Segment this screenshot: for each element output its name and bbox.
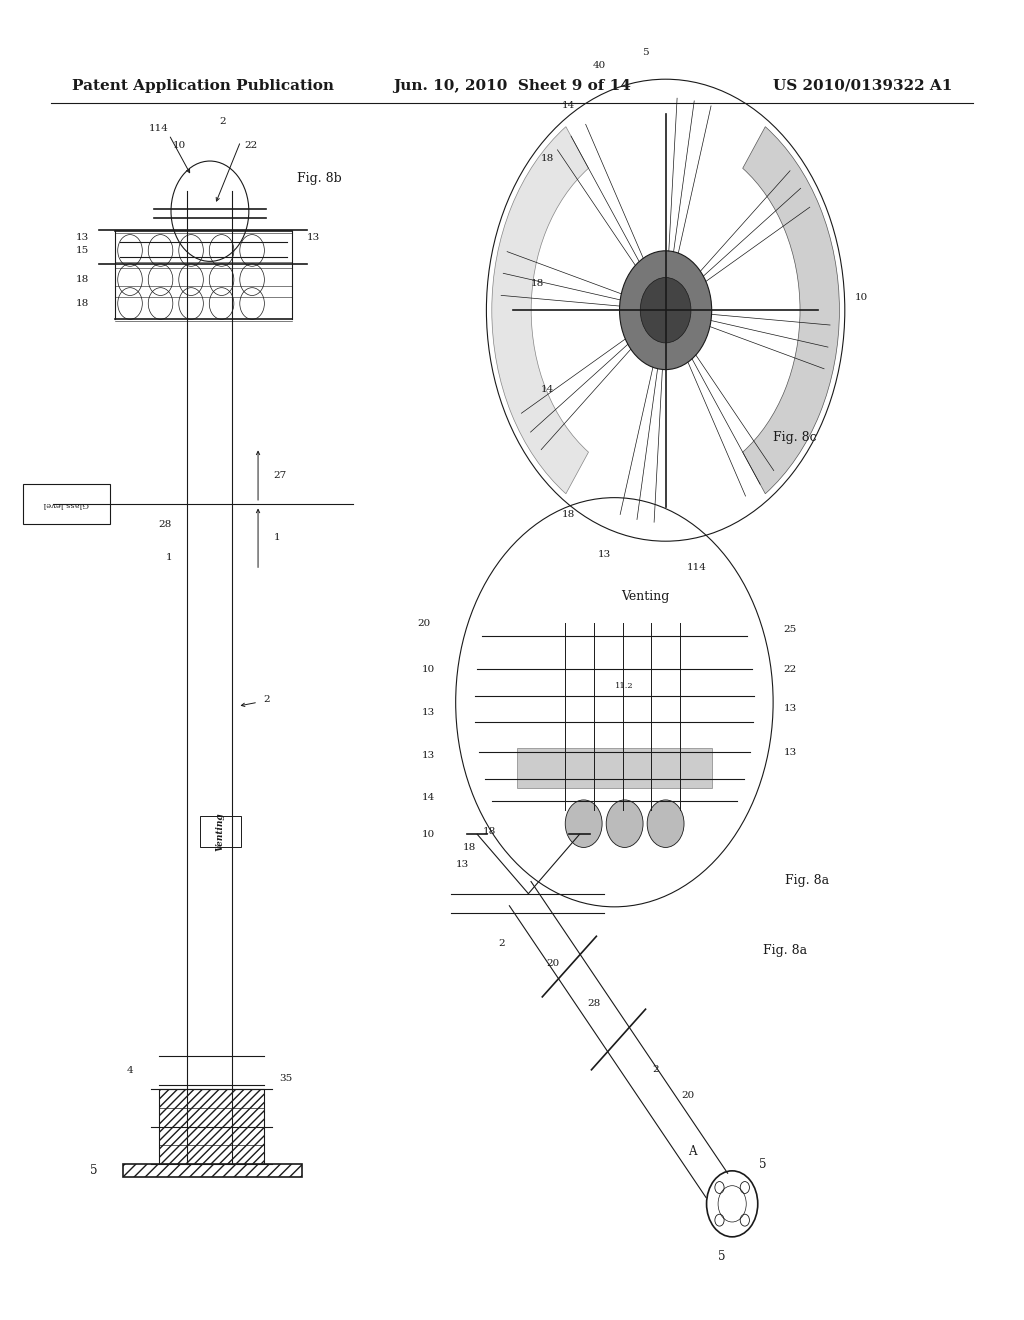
Bar — [123, 1164, 302, 1177]
Circle shape — [647, 800, 684, 847]
Text: 18: 18 — [483, 828, 496, 836]
Text: Fig. 8a: Fig. 8a — [785, 874, 829, 887]
Text: 13: 13 — [598, 550, 610, 558]
Text: 18: 18 — [76, 275, 89, 284]
Bar — [517, 748, 712, 788]
Text: Jun. 10, 2010  Sheet 9 of 14: Jun. 10, 2010 Sheet 9 of 14 — [393, 79, 631, 92]
Bar — [200, 816, 241, 847]
Bar — [159, 1089, 264, 1164]
Wedge shape — [492, 127, 589, 494]
Text: 10: 10 — [173, 141, 185, 149]
Text: 22: 22 — [783, 665, 797, 673]
Text: 25: 25 — [783, 626, 797, 634]
Text: 15: 15 — [76, 246, 89, 255]
Text: 5: 5 — [642, 49, 648, 57]
Circle shape — [606, 800, 643, 847]
Text: 4: 4 — [127, 1067, 133, 1074]
Text: 20: 20 — [547, 960, 559, 968]
Text: US 2010/0139322 A1: US 2010/0139322 A1 — [773, 79, 952, 92]
Text: 1: 1 — [166, 553, 172, 561]
Bar — [23, 484, 110, 524]
Text: Glass level: Glass level — [43, 500, 89, 508]
Text: Venting: Venting — [621, 590, 670, 603]
Text: 14: 14 — [542, 385, 554, 393]
Text: 18: 18 — [463, 843, 475, 851]
Text: 5: 5 — [90, 1164, 97, 1177]
Circle shape — [620, 251, 712, 370]
Text: 28: 28 — [588, 999, 600, 1007]
Text: Fig. 8a: Fig. 8a — [763, 944, 807, 957]
Text: 13: 13 — [422, 709, 435, 717]
Text: 18: 18 — [562, 511, 574, 519]
Text: 18: 18 — [531, 280, 544, 288]
Text: 2: 2 — [219, 117, 225, 125]
Text: 18: 18 — [542, 154, 554, 162]
Text: 2: 2 — [652, 1065, 658, 1073]
Text: 1: 1 — [273, 533, 280, 541]
Text: 27: 27 — [273, 471, 287, 479]
Text: 20: 20 — [681, 1092, 694, 1100]
Text: 5: 5 — [759, 1158, 767, 1171]
Text: 5: 5 — [718, 1250, 726, 1263]
Text: 22: 22 — [245, 141, 257, 149]
Text: 114: 114 — [686, 564, 707, 572]
Text: 13: 13 — [783, 705, 797, 713]
Text: 14: 14 — [562, 102, 574, 110]
Wedge shape — [742, 127, 840, 494]
Text: 10: 10 — [422, 830, 435, 838]
Text: 14: 14 — [422, 793, 435, 801]
Text: 11.2: 11.2 — [615, 682, 634, 690]
Text: Patent Application Publication: Patent Application Publication — [72, 79, 334, 92]
Text: A: A — [688, 1144, 696, 1158]
Text: 13: 13 — [456, 861, 469, 869]
Circle shape — [565, 800, 602, 847]
Text: 10: 10 — [422, 665, 435, 673]
Text: 13: 13 — [307, 234, 321, 242]
Text: 28: 28 — [159, 520, 172, 528]
Circle shape — [640, 277, 691, 343]
Text: Fig. 8b: Fig. 8b — [297, 172, 342, 185]
Text: Fig. 8c: Fig. 8c — [773, 430, 817, 444]
Text: 20: 20 — [417, 619, 430, 627]
Text: 13: 13 — [76, 234, 89, 242]
Text: 40: 40 — [593, 62, 605, 70]
Text: Venting: Venting — [216, 812, 224, 851]
Text: 10: 10 — [855, 293, 868, 301]
Text: 35: 35 — [280, 1074, 293, 1082]
Text: 2: 2 — [499, 940, 505, 948]
Text: 18: 18 — [76, 300, 89, 308]
Text: 114: 114 — [148, 124, 169, 132]
Text: 2: 2 — [263, 696, 269, 704]
Text: 13: 13 — [422, 751, 435, 759]
Text: 13: 13 — [783, 748, 797, 756]
